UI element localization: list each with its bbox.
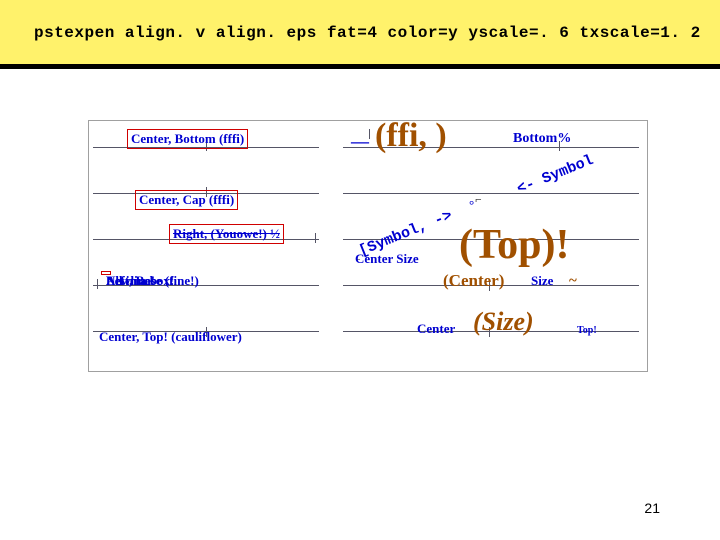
- tick: [97, 279, 98, 289]
- text-center-top-cauliflower: Center, Top! (cauliflower): [99, 329, 242, 345]
- degree-mark: °: [469, 197, 474, 213]
- tilde: ~: [569, 273, 577, 290]
- paren-ffi: (ffi, ): [375, 117, 447, 155]
- bracket-open: ⌐: [475, 195, 482, 207]
- big-top: (Top)!: [459, 221, 569, 269]
- label-center-5: Center: [417, 321, 455, 337]
- box-right-youowe: Right, (Youowe!) ½: [169, 224, 284, 244]
- label-center-size: Center Size: [355, 251, 419, 267]
- page-number: 21: [644, 500, 660, 516]
- tick: [315, 233, 316, 243]
- paren-center: (Center): [443, 271, 504, 291]
- box-multiline: Left, Base (fine!) Newline! All in a box…: [101, 271, 111, 275]
- box-center-bottom: Center, Bottom (fffi): [127, 129, 248, 149]
- box-multiline-3: All in a box!: [106, 273, 174, 288]
- figure-panel: Center, Bottom (fffi) Center, Cap (fffi)…: [88, 120, 648, 372]
- header-command: pstexpen align. v align. eps fat=4 color…: [34, 24, 701, 42]
- dash-lead: —: [351, 131, 369, 152]
- label-size-4: Size: [531, 273, 553, 289]
- tick: [369, 129, 370, 139]
- header-underline: [0, 64, 720, 69]
- baseline-r2: [343, 193, 639, 194]
- paren-size-5: (Size): [473, 307, 534, 337]
- diag-symbol-arrow-1: <- Symbol: [515, 152, 596, 198]
- text-bottom-pct: Bottom%: [513, 131, 571, 147]
- label-top-5: Top!: [577, 325, 597, 336]
- box-center-cap: Center, Cap (fffi): [135, 190, 238, 210]
